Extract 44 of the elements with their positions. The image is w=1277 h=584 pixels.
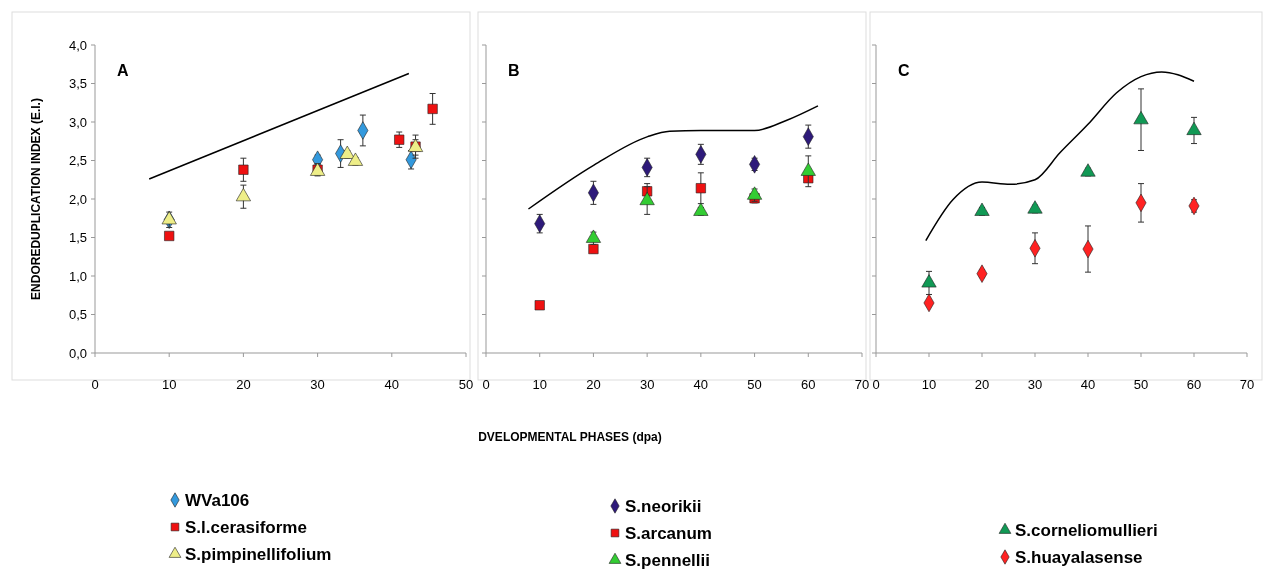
x-tick-label: 10 [921,377,937,392]
x-tick-label: 60 [1186,377,1202,392]
legend-label: S.pimpinellifolium [185,544,332,564]
x-tick-label: 20 [236,377,251,392]
x-tick-label: 70 [1239,377,1255,392]
y-axis-title: ENDOREDUPLICATION INDEX (E.I.) [29,98,43,300]
text: B [508,62,520,79]
x-tick-label: 0 [872,377,880,392]
x-tick-label: 0 [482,377,490,392]
x-tick-label: 40 [384,377,400,392]
x-tick-label: 50 [458,377,474,392]
x-tick-label: 70 [854,377,870,392]
legend-label: S.corneliomullieri [1015,520,1158,540]
x-tick-label: 60 [801,377,816,392]
x-tick-label: 20 [586,377,601,392]
x-tick-label: 30 [310,377,325,392]
x-tick-label: 30 [639,377,655,392]
legend-label: S.l.cerasiforme [185,517,307,537]
x-tick-label: 10 [161,377,177,392]
legend-label: S.arcanum [625,523,712,543]
legend-label: S.pennellii [625,550,711,570]
x-axis-title: DVELOPMENTAL PHASES (dpa) [478,430,662,444]
x-tick-label: 0 [91,377,99,392]
x-tick-label: 50 [747,377,762,392]
y-tick-label: 3,0 [68,114,87,130]
y-tick-label: 3,5 [68,76,87,92]
y-tick-label: 1,0 [68,268,87,284]
y-tick-label: 0,0 [68,345,87,361]
x-tick-label: 20 [974,377,990,392]
x-tick-label: 10 [532,377,547,392]
text: A [117,62,129,79]
legend-label: S.huayalasense [1015,547,1143,567]
y-tick-label: 1,5 [68,230,87,246]
legend-label: WVa106 [185,490,250,510]
legend-label: S.neorikii [625,496,702,516]
x-tick-label: 40 [1080,377,1096,392]
y-tick-label: 0,5 [68,307,87,323]
x-tick-label: 50 [1133,377,1149,392]
x-tick-label: 30 [1027,377,1043,392]
text: C [898,62,910,79]
x-tick-label: 40 [693,377,709,392]
y-tick-label: 2,0 [68,191,87,207]
y-tick-label: 4,0 [68,37,87,53]
y-tick-label: 2,5 [68,153,87,169]
